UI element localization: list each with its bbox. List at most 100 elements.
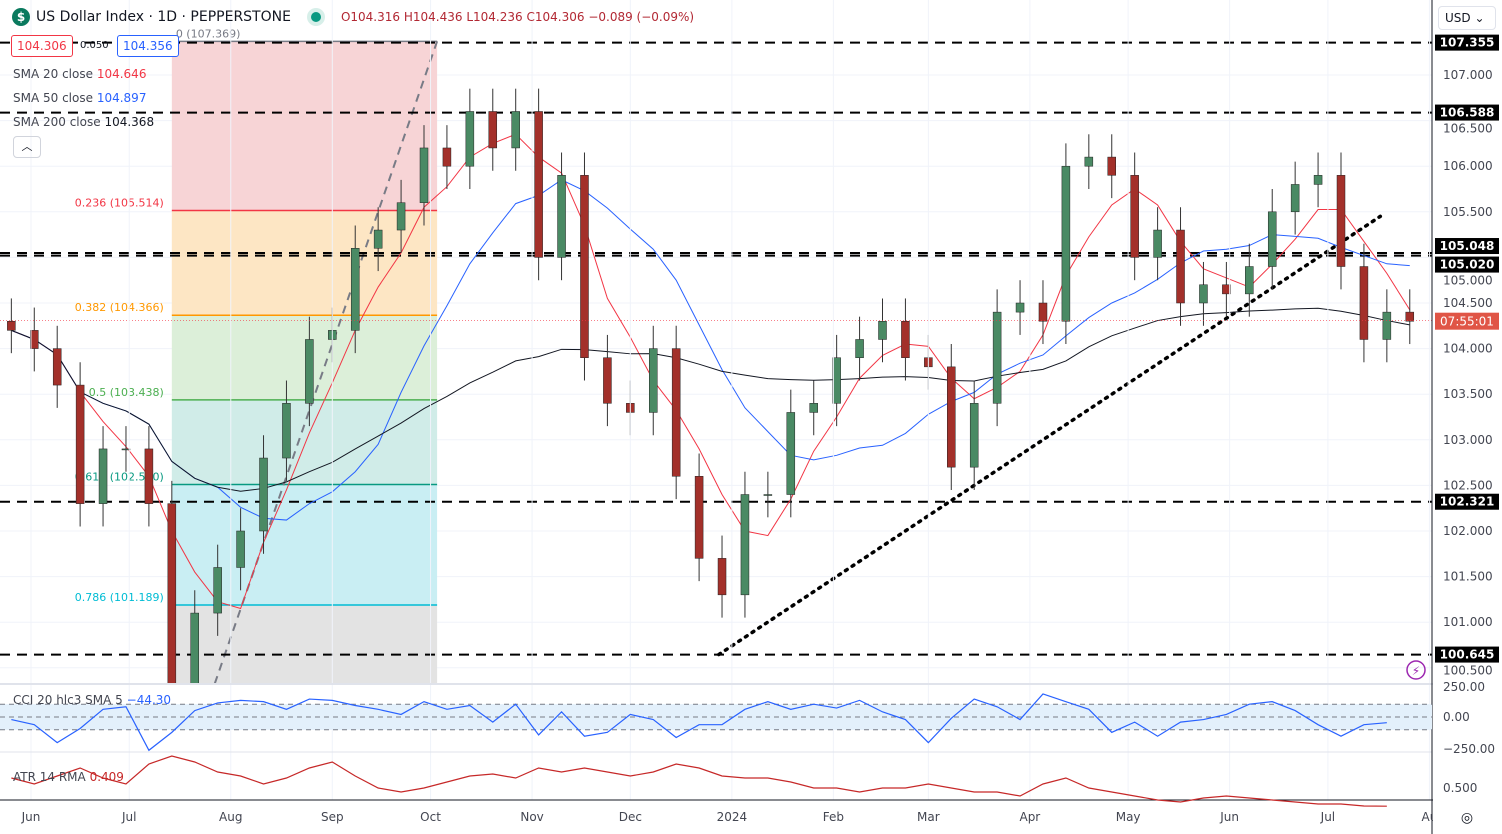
- time-tick-label: Sep: [321, 810, 344, 824]
- fib-zone: [171, 315, 438, 400]
- price-tick-label: 102.500: [1443, 478, 1493, 492]
- price-axis: [1433, 0, 1502, 834]
- candle-body: [1267, 211, 1277, 267]
- candle-body: [282, 403, 291, 459]
- candle-body: [75, 384, 85, 504]
- high-value: H104.436: [403, 10, 463, 24]
- time-tick-label: May: [1116, 810, 1141, 824]
- candle-body: [1405, 311, 1415, 322]
- currency-select[interactable]: USD ⌄: [1438, 6, 1496, 30]
- candle-body: [167, 503, 177, 684]
- fib-level-label: 0.618 (102.510): [75, 470, 164, 483]
- candle-body: [396, 202, 406, 231]
- atr-line: [11, 755, 1387, 807]
- level-price-label: 105.020: [1440, 258, 1495, 272]
- legend-sma200[interactable]: SMA 200 close 104.368: [13, 115, 154, 129]
- candle-body: [442, 147, 452, 167]
- candle-body: [373, 229, 383, 249]
- indicator-tick-label: 0.500: [1443, 781, 1477, 795]
- level-price-tag: [1435, 493, 1499, 510]
- price-tick-label: 107.000: [1443, 68, 1493, 82]
- candle-body: [305, 339, 314, 404]
- candle-body: [488, 111, 498, 149]
- candle-body: [419, 147, 429, 203]
- price-tick-label: 101.500: [1443, 570, 1493, 584]
- atr-legend[interactable]: ATR 14 RMA 0.409: [13, 770, 124, 784]
- main-pane: 0 (107.369) 0.236 (105.514) 0.382 (104.366…: [0, 27, 1432, 749]
- fib-level-label: 0.236 (105.514): [75, 197, 164, 210]
- time-tick-label: Aug: [219, 810, 242, 824]
- candle-body: [190, 612, 199, 684]
- price-tick-label: 103.000: [1443, 433, 1493, 447]
- candle-body: [534, 111, 543, 258]
- level-price-label: 106.588: [1440, 106, 1495, 120]
- price-tick-label: 100.500: [1443, 664, 1493, 678]
- level-price-tag: [1435, 34, 1499, 51]
- collapse-legend-button[interactable]: ︿: [13, 136, 41, 158]
- price-tick-label: 106.000: [1443, 159, 1493, 173]
- market-status-icon: [310, 12, 321, 22]
- time-tick-label: Feb: [823, 810, 844, 824]
- candle-body: [1290, 184, 1300, 213]
- level-price-label: 102.321: [1440, 495, 1495, 509]
- candle-body: [7, 320, 16, 331]
- fib-level-label: 0.5 (103.438): [89, 386, 164, 399]
- candle-body: [649, 348, 658, 413]
- symbol-title[interactable]: US Dollar Index · 1D · PEPPERSTONE: [36, 9, 291, 25]
- indicator-tick-label: −250.00: [1443, 742, 1495, 756]
- price-tick-label: 101.000: [1443, 615, 1493, 629]
- sell-button[interactable]: 104.306: [11, 35, 73, 57]
- price-tick-label: 104.500: [1443, 296, 1493, 310]
- candle-body: [1130, 175, 1139, 258]
- candle-body: [1038, 302, 1048, 322]
- candle-body: [465, 111, 475, 167]
- fib-level-label: 1 (99.600): [106, 736, 164, 749]
- candle-body: [1382, 311, 1392, 340]
- low-value: L104.236: [466, 10, 523, 24]
- candle-body: [786, 412, 796, 495]
- candle-body: [30, 330, 39, 349]
- candle-body: [901, 320, 910, 358]
- candle-body: [98, 448, 108, 504]
- time-tick-label: Jul: [121, 810, 136, 824]
- candle-body: [1153, 229, 1162, 258]
- candle-body: [671, 348, 681, 477]
- time-tick-label: Nov: [520, 810, 543, 824]
- indicator-tick-label: 0.00: [1443, 710, 1470, 724]
- sma20-label: SMA 20 close: [13, 67, 93, 81]
- candle-body: [1107, 156, 1116, 176]
- eye-icon: ◎: [1461, 810, 1473, 826]
- candle-body: [855, 339, 864, 358]
- trend-line: [717, 214, 1383, 657]
- legend-sma20[interactable]: SMA 20 close 104.646: [13, 67, 146, 81]
- cci-legend[interactable]: CCI 20 hlc3 SMA 5 −44.30: [13, 693, 171, 707]
- fib-zone: [171, 399, 438, 485]
- candle-body: [121, 448, 131, 451]
- fib-level-label: 0.382 (104.366): [75, 301, 164, 314]
- sma200-line: [11, 307, 1410, 492]
- candle-body: [969, 403, 979, 468]
- candle-body: [878, 320, 887, 340]
- symbol-header: $ US Dollar Index · 1D · PEPPERSTONE O10…: [12, 8, 694, 26]
- fib-zone: [171, 210, 438, 316]
- candle-body: [947, 366, 956, 468]
- buy-button[interactable]: 104.356: [117, 35, 179, 57]
- level-price-label: 100.645: [1440, 648, 1495, 662]
- level-price-tag: [1435, 238, 1499, 255]
- price-tick-label: 106.500: [1443, 122, 1493, 136]
- fib-level-label: 0.786 (101.189): [75, 591, 164, 604]
- candle-body: [236, 530, 245, 568]
- candle-body: [603, 357, 612, 404]
- candle-body: [259, 457, 268, 532]
- candle-body: [809, 403, 818, 413]
- fib-zone: [171, 604, 438, 684]
- candle-body: [992, 311, 1002, 404]
- countdown-label: 07:55:01: [1440, 315, 1494, 329]
- legend-sma50[interactable]: SMA 50 close 104.897: [13, 91, 146, 105]
- time-tick-label: Jul: [1320, 810, 1335, 824]
- time-tick-label: Mar: [917, 810, 940, 824]
- price-tick-label: 102.000: [1443, 524, 1493, 538]
- time-tick-label: Jun: [21, 810, 41, 824]
- spread-value: 0.050: [80, 40, 109, 51]
